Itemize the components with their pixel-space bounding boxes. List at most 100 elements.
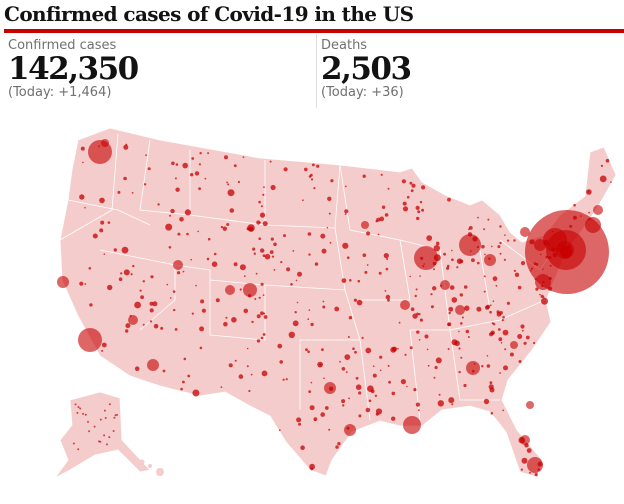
- county-bubble: [465, 329, 469, 334]
- county-bubble: [258, 200, 261, 204]
- county-bubble: [347, 336, 350, 338]
- county-bubble: [361, 336, 364, 339]
- county-bubble: [130, 273, 133, 276]
- county-bubble: [310, 381, 313, 384]
- county-bubble: [84, 206, 86, 209]
- county-bubble: [497, 245, 501, 249]
- county-bubble: [330, 179, 334, 183]
- county-bubble: [285, 378, 288, 381]
- county-bubble: [307, 318, 310, 320]
- county-bubble: [256, 220, 261, 225]
- county-bubble: [256, 339, 261, 343]
- county-bubble: [79, 281, 84, 286]
- county-bubble: [93, 425, 96, 428]
- county-bubble: [499, 372, 501, 374]
- county-bubble: [182, 162, 188, 169]
- county-bubble: [417, 210, 421, 214]
- county-bubble: [418, 339, 421, 341]
- county-bubble: [435, 357, 442, 364]
- county-bubble: [365, 407, 371, 413]
- county-bubble: [292, 320, 299, 327]
- county-bubble: [172, 290, 176, 293]
- county-bubble: [322, 300, 325, 303]
- county-bubble: [437, 400, 444, 407]
- county-bubble: [456, 258, 463, 265]
- county-bubble: [227, 189, 235, 197]
- county-bubble: [116, 413, 118, 416]
- county-bubble: [321, 348, 324, 351]
- county-bubble: [523, 341, 527, 345]
- city-bubble: [526, 401, 534, 409]
- county-bubble: [226, 223, 230, 226]
- county-bubble: [192, 389, 200, 397]
- county-bubble: [231, 317, 237, 323]
- county-bubble: [286, 267, 291, 272]
- county-bubble: [539, 293, 541, 296]
- county-bubble: [346, 256, 350, 260]
- city-bubble: [324, 382, 336, 394]
- county-bubble: [152, 301, 158, 307]
- county-bubble: [426, 235, 433, 242]
- county-bubble: [329, 241, 332, 244]
- county-bubble: [517, 334, 523, 339]
- county-bubble: [79, 407, 82, 410]
- county-bubble: [468, 228, 470, 231]
- county-bubble: [421, 185, 426, 190]
- confirmed-cases-today: (Today: +1,464): [8, 85, 112, 100]
- county-bubble: [294, 311, 297, 314]
- county-bubble: [385, 267, 389, 271]
- county-bubble: [451, 258, 454, 262]
- county-bubble: [260, 205, 263, 208]
- county-bubble: [476, 306, 482, 312]
- county-bubble: [379, 216, 385, 222]
- county-bubble: [179, 217, 184, 222]
- county-bubble: [206, 257, 210, 261]
- county-bubble: [243, 308, 249, 314]
- city-bubble: [173, 260, 183, 270]
- county-bubble: [600, 164, 604, 167]
- county-bubble: [387, 364, 390, 367]
- county-bubble: [99, 418, 102, 421]
- county-bubble: [384, 290, 387, 292]
- county-bubble: [409, 346, 413, 350]
- county-bubble: [273, 269, 276, 271]
- county-bubble: [134, 366, 140, 372]
- county-bubble: [412, 313, 418, 319]
- county-bubble: [220, 386, 223, 388]
- county-bubble: [471, 258, 475, 263]
- county-bubble: [448, 397, 455, 404]
- county-bubble: [587, 190, 590, 193]
- county-bubble: [225, 316, 228, 319]
- county-bubble: [92, 233, 98, 239]
- county-bubble: [309, 405, 315, 411]
- city-bubble: [440, 280, 450, 290]
- county-bubble: [304, 167, 308, 172]
- county-bubble: [224, 155, 228, 160]
- county-bubble: [573, 203, 576, 207]
- county-bubble: [278, 429, 281, 431]
- city-bubble: [225, 285, 235, 295]
- county-bubble: [288, 331, 295, 338]
- county-bubble: [535, 287, 539, 291]
- county-bubble: [174, 328, 178, 331]
- county-bubble: [260, 311, 264, 316]
- county-bubble: [98, 440, 100, 443]
- county-bubble: [481, 365, 484, 368]
- county-bubble: [435, 241, 440, 246]
- county-bubble: [486, 355, 489, 357]
- county-bubble: [328, 428, 331, 431]
- county-bubble: [320, 412, 326, 417]
- county-bubble: [269, 160, 272, 163]
- county-bubble: [490, 412, 494, 415]
- county-bubble: [419, 318, 423, 322]
- county-bubble: [74, 403, 77, 406]
- county-bubble: [433, 376, 436, 379]
- county-bubble: [365, 347, 372, 354]
- county-bubble: [307, 232, 312, 236]
- county-bubble: [187, 374, 191, 378]
- county-bubble: [504, 348, 507, 351]
- county-bubble: [183, 357, 187, 361]
- deaths-today: (Today: +36): [321, 85, 404, 100]
- county-bubble: [503, 365, 508, 371]
- county-bubble: [500, 342, 503, 344]
